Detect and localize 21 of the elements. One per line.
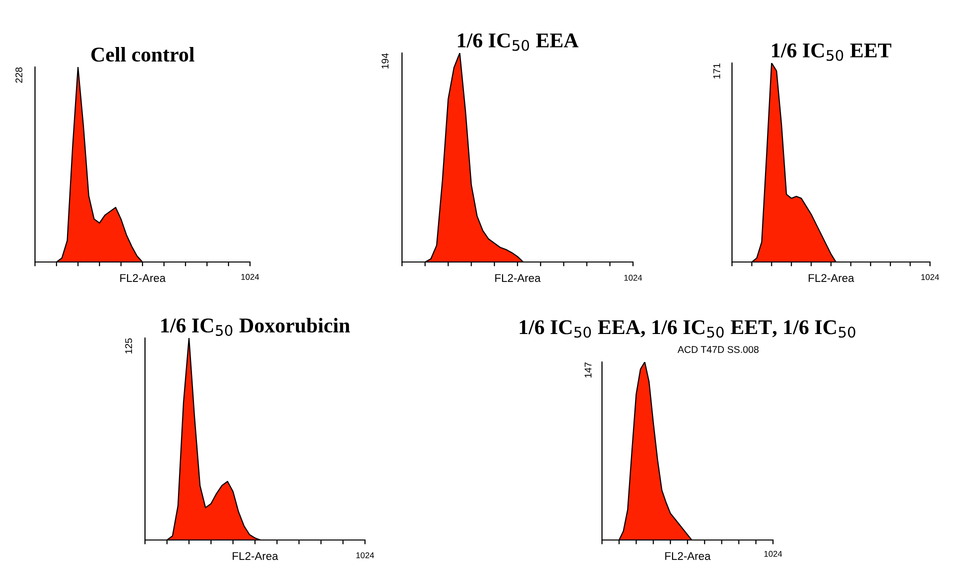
chart-subtitle: ACD T47D SS.008 <box>678 346 759 353</box>
chart-title: Cell control <box>91 46 194 62</box>
text: 1024 <box>764 550 782 557</box>
text: 171 <box>713 63 720 78</box>
x-axis-title: FL2-Area <box>808 274 854 282</box>
x-axis-title: FL2-Area <box>665 552 711 560</box>
chart-title: 1/6 IC$_{50}$ EEA <box>458 33 578 51</box>
text: 194 <box>382 53 389 68</box>
text: 1024 <box>624 274 642 281</box>
text: 228 <box>15 67 22 83</box>
text: 1024 <box>921 274 940 280</box>
text: 125 <box>125 338 132 354</box>
chart-title: 1/6 IC$_{50}$ EEA, 1/6 IC$_{50}$ EET, 1/6 IC$_{50}$ <box>520 320 856 338</box>
x-axis-title: FL2-Area <box>232 552 278 560</box>
chart-title: 1/6 IC$_{50}$ Doxorubicin <box>161 318 350 336</box>
x-axis-title: FL2-Area <box>495 274 541 282</box>
x-axis-title: FL2-Area <box>120 274 166 282</box>
text: 1024 <box>356 552 374 558</box>
text: 147 <box>584 362 592 378</box>
text: 1024 <box>241 274 260 280</box>
chart-title: 1/6 IC$_{50}$ EET <box>772 43 892 61</box>
